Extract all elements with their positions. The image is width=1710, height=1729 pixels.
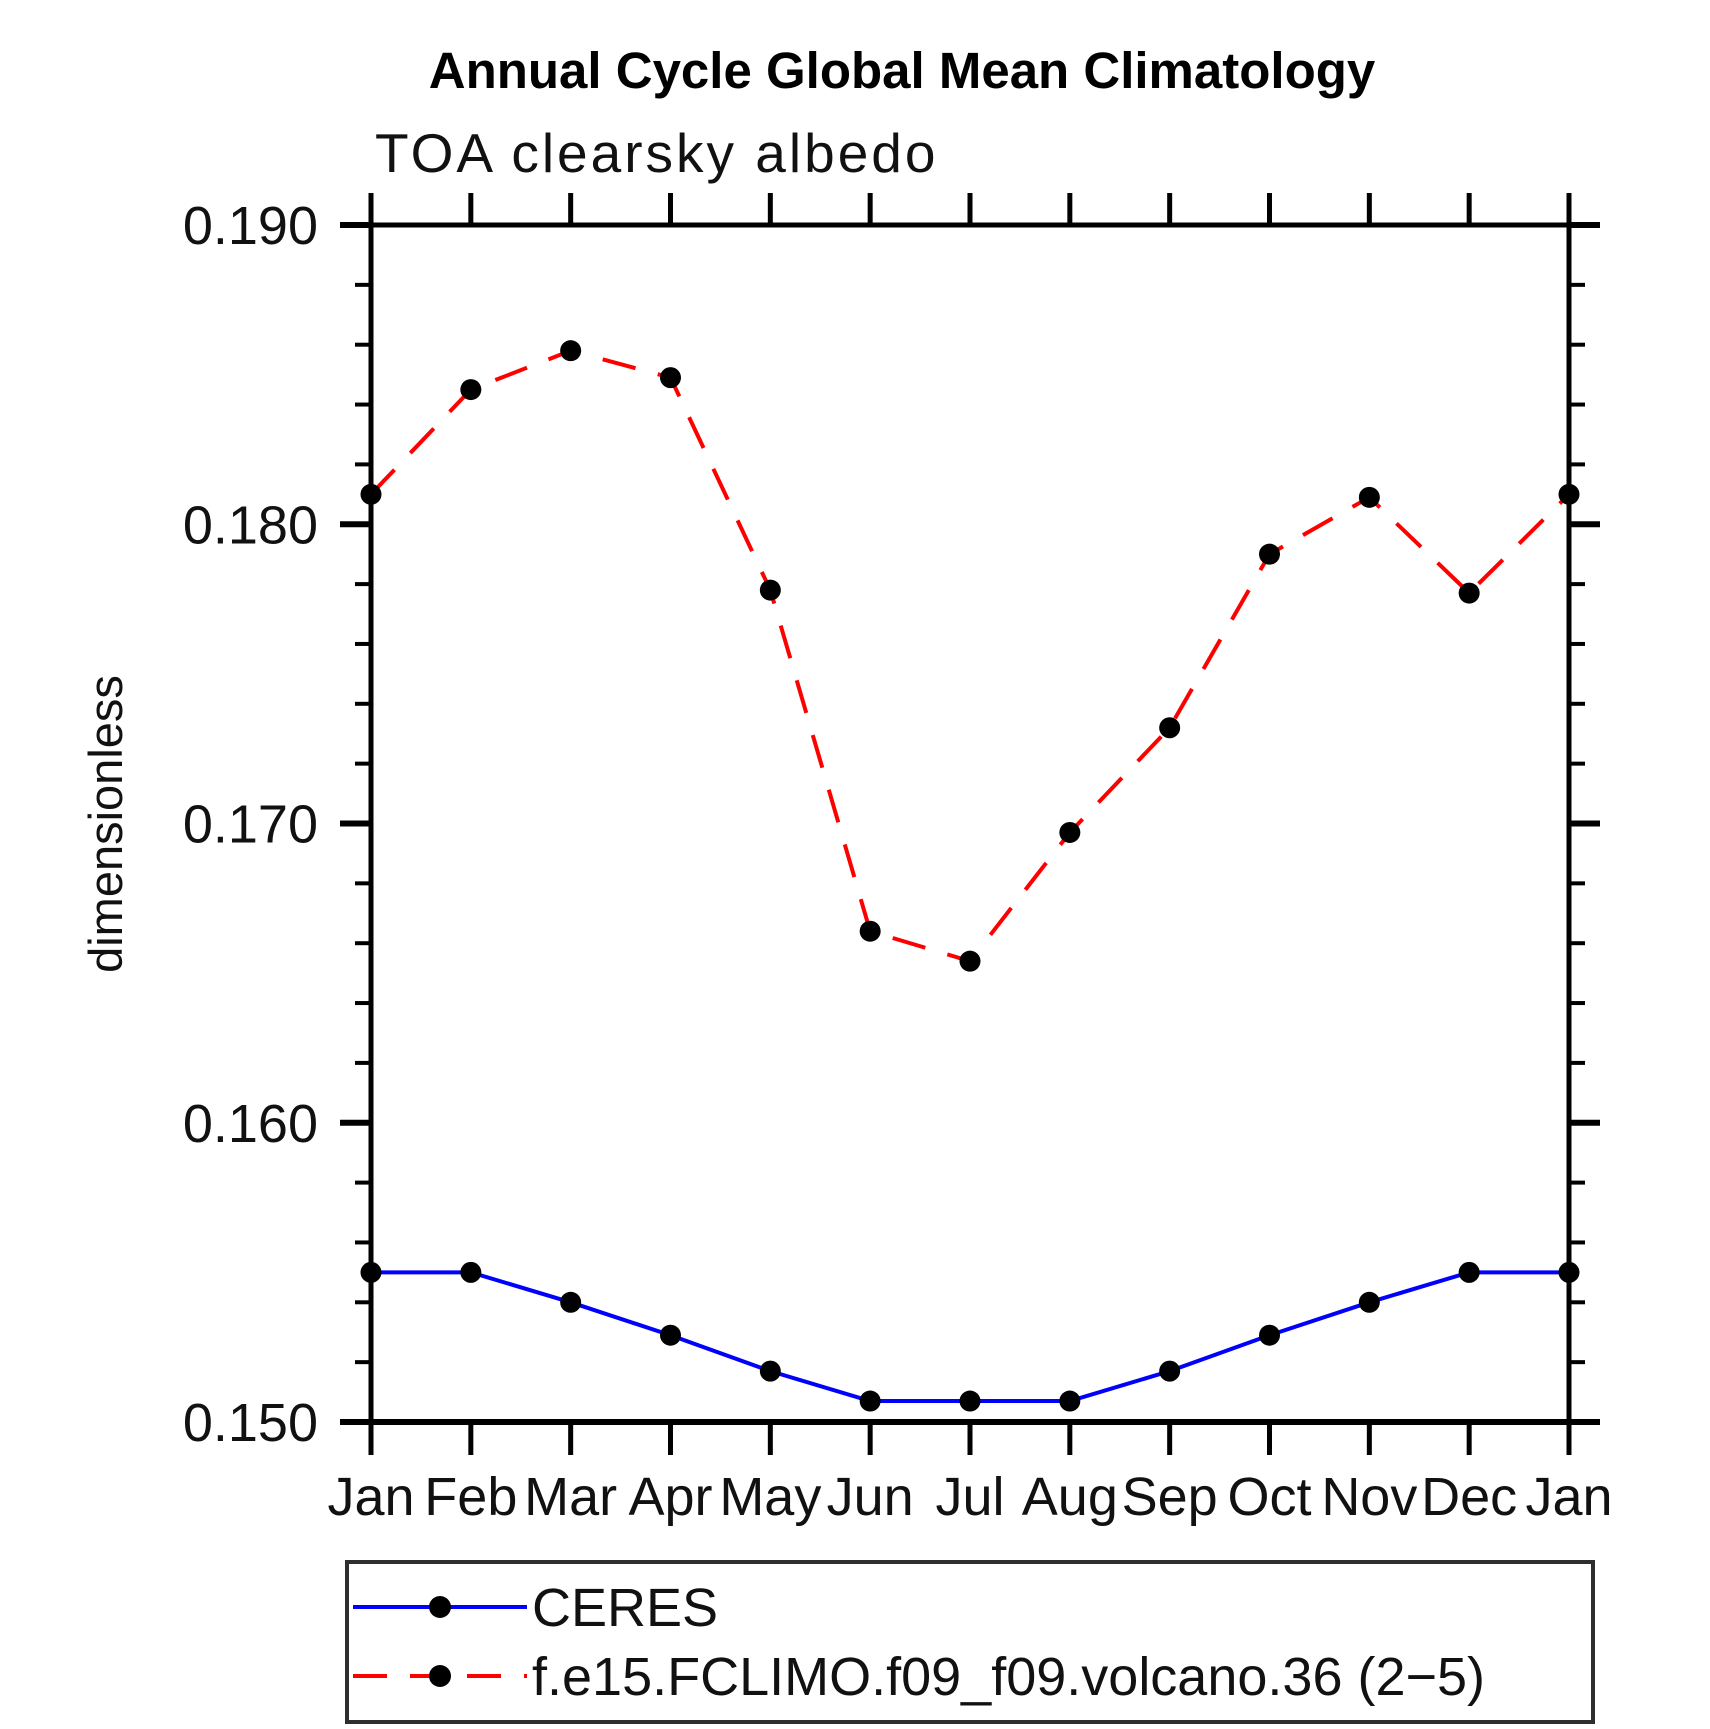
- data-point-model: [660, 367, 681, 389]
- legend-box: [345, 1560, 1595, 1724]
- x-tick-label: Oct: [1227, 1467, 1311, 1527]
- data-point-model: [360, 483, 382, 505]
- legend-label-ceres: CERES: [532, 1578, 718, 1638]
- legend-label-model: f.e15.FCLIMO.f09_f09.volcano.36 (2−5): [532, 1647, 1485, 1707]
- data-point-ceres: [1358, 1291, 1380, 1313]
- x-tick-label: Jul: [935, 1467, 1004, 1527]
- series-line-ceres: [371, 1270, 1569, 1404]
- x-tick-label: Jun: [827, 1467, 914, 1527]
- legend-entry-model: f.e15.FCLIMO.f09_f09.volcano.36 (2−5): [353, 1647, 1485, 1707]
- y-tick-label: 0.160: [183, 1094, 318, 1154]
- series-line-model: [369, 348, 1571, 964]
- y-tick-labels: 0.190 0.180 0.170 0.160 0.150: [183, 196, 318, 1453]
- data-point-ceres: [360, 1261, 382, 1283]
- data-point-model: [1558, 483, 1580, 505]
- x-tick-label: May: [719, 1467, 821, 1527]
- data-point-ceres: [460, 1261, 482, 1283]
- x-tick-label: Dec: [1421, 1467, 1517, 1527]
- plot-axes: [340, 193, 1600, 1455]
- data-point-model: [1259, 543, 1280, 565]
- data-point-model: [1358, 486, 1380, 508]
- data-point-ceres: [560, 1291, 582, 1313]
- y-axis-label: dimensionless: [79, 675, 132, 973]
- data-point-ceres: [959, 1390, 981, 1412]
- x-tick-label: Jan: [1525, 1467, 1612, 1527]
- data-point-model: [1159, 717, 1181, 739]
- legend: CERES f.e15.FCLIMO.f09_f09.volcano.36 (2…: [345, 1560, 1595, 1724]
- y-tick-label: 0.190: [183, 196, 318, 256]
- legend-marker-model: [429, 1665, 451, 1687]
- data-point-model: [859, 920, 881, 942]
- x-tick-label: Aug: [1022, 1467, 1118, 1527]
- x-tick-label: Apr: [628, 1467, 712, 1527]
- data-point-ceres: [1558, 1261, 1580, 1283]
- x-tick-label: Nov: [1321, 1467, 1417, 1527]
- data-point-model: [460, 379, 482, 401]
- x-tick-label: Sep: [1122, 1467, 1218, 1527]
- y-tick-label: 0.170: [183, 795, 318, 855]
- legend-entry-ceres: CERES: [353, 1578, 718, 1638]
- x-tick-label: Mar: [524, 1467, 617, 1527]
- data-point-ceres: [1159, 1360, 1181, 1382]
- data-point-ceres: [1059, 1390, 1081, 1412]
- data-point-ceres: [1458, 1261, 1480, 1283]
- legend-marker-ceres: [429, 1596, 451, 1618]
- data-point-model: [959, 950, 981, 972]
- y-tick-label: 0.150: [183, 1393, 318, 1453]
- data-point-model: [1458, 582, 1480, 604]
- data-point-ceres: [1259, 1324, 1280, 1346]
- data-point-ceres: [660, 1324, 681, 1346]
- x-tick-labels: Jan Feb Mar Apr May Jun Jul Aug Sep Oct Nov Dec Jan: [327, 1467, 1612, 1527]
- data-point-model: [560, 340, 582, 362]
- x-tick-label: Jan: [327, 1467, 414, 1527]
- chart-title: Annual Cycle Global Mean Climatology: [429, 42, 1376, 99]
- data-point-ceres: [759, 1360, 781, 1382]
- y-tick-label: 0.180: [183, 495, 318, 555]
- data-point-ceres: [859, 1390, 881, 1412]
- chart-subtitle: TOA clearsky albedo: [375, 122, 938, 184]
- data-point-model: [759, 579, 781, 601]
- data-series: [360, 340, 1580, 1412]
- data-point-model: [1059, 821, 1081, 843]
- x-tick-label: Feb: [424, 1467, 517, 1527]
